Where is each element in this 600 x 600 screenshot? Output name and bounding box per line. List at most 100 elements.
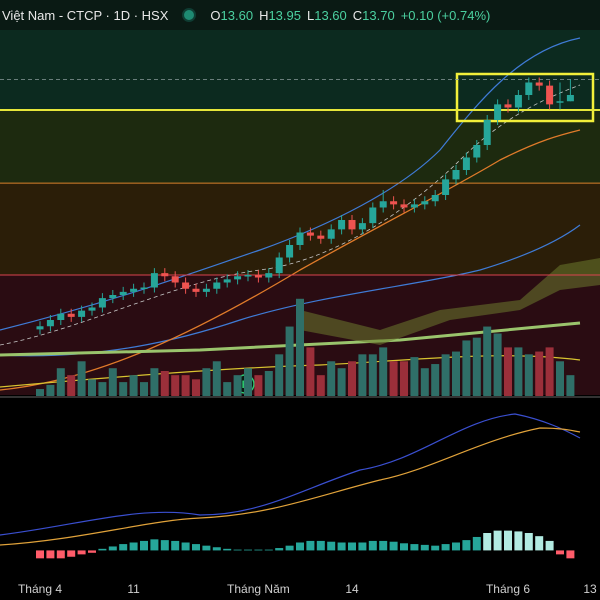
ma-line (0, 129, 581, 391)
candle-body (109, 295, 117, 299)
volume-bar (296, 298, 304, 396)
macd-bar (244, 549, 252, 551)
candle-body (431, 195, 439, 202)
change: +0.10 (+0.74%) (400, 7, 491, 23)
macd-bar (410, 544, 419, 551)
volume-bar (400, 361, 408, 396)
candle-body (182, 282, 190, 289)
signal-line (0, 427, 581, 546)
macd-bar (202, 545, 211, 551)
macd-bar (223, 548, 232, 551)
symbol: Việt Nam - CTCP · 1D · HSX (2, 7, 169, 23)
highlight-box (455, 72, 595, 123)
volume-bar (223, 382, 232, 396)
volume-bar (472, 337, 481, 396)
volume-bar (140, 382, 148, 396)
macd-bar (264, 549, 273, 551)
candle-body (296, 232, 304, 245)
candle-body (67, 313, 75, 317)
volume-bar (285, 326, 294, 396)
volume-bar (514, 347, 523, 396)
macd-bar (493, 530, 502, 551)
o-label: O (210, 7, 221, 23)
macd-bar (56, 550, 65, 559)
volume-bar (379, 347, 388, 396)
o-value: 13.60 (220, 7, 254, 23)
candle-body (234, 276, 242, 280)
h-label: H (259, 7, 269, 23)
macd-bar (98, 548, 107, 551)
candle-body (369, 207, 377, 224)
macd-bar (275, 548, 284, 551)
candle-body (223, 279, 231, 283)
macd-bar (472, 536, 481, 551)
volume-bar (160, 371, 169, 396)
volume-bar (441, 354, 450, 396)
volume-bar (524, 354, 533, 396)
candle-body (78, 310, 86, 317)
x-tick-label: Tháng 6 (486, 582, 530, 596)
volume-bar (181, 375, 190, 396)
volume-bar (36, 389, 44, 396)
candle-body (244, 275, 252, 277)
candle-body (161, 273, 169, 277)
candle-body (358, 223, 366, 230)
macd-bar (379, 540, 388, 551)
status-dot (182, 8, 197, 22)
volume-bar (452, 351, 460, 396)
macd-bar (181, 542, 190, 551)
candle-body (213, 282, 221, 289)
macd-bar (368, 540, 377, 551)
candle-body (286, 245, 294, 258)
candle-body (566, 95, 574, 102)
macd-bar (160, 540, 169, 551)
candle-body (494, 104, 502, 120)
band-mid (0, 84, 581, 346)
volume-bar (108, 368, 117, 396)
volume-bar (410, 357, 419, 396)
volume-bar (254, 375, 263, 396)
volume-bar (306, 347, 315, 396)
c-value: 13.70 (362, 7, 395, 23)
l-label: L (307, 7, 315, 23)
volume-bar (275, 354, 284, 396)
macd-bar (140, 540, 148, 551)
macd-bar (296, 542, 304, 551)
macd-bar (420, 544, 429, 551)
macd-bar (36, 550, 44, 559)
volume-bar (462, 340, 471, 396)
marks (0, 77, 600, 559)
candle-body (462, 157, 470, 170)
macd-bar (348, 542, 356, 551)
candle-body (546, 85, 554, 105)
volume-bar (212, 361, 221, 396)
volume-bar (420, 368, 429, 396)
candle-body (410, 204, 418, 208)
top-band (0, 0, 600, 30)
volume-bar (264, 371, 273, 396)
candle-body (535, 82, 543, 86)
macd-bar (306, 540, 315, 551)
volume-bar (129, 375, 138, 396)
macd-bar (504, 530, 512, 551)
volume-bar (46, 384, 55, 396)
candle-body (202, 288, 210, 292)
band (0, 30, 600, 110)
candle-body (150, 273, 158, 288)
legend: Việt Nam - CTCP · 1D · HSX O 13.60 H 13.95… (0, 4, 496, 26)
volume-bar (202, 368, 211, 396)
volume-bar (348, 361, 356, 396)
macd-bar (431, 545, 440, 551)
l-value: 13.60 (314, 7, 347, 23)
macd-bar (150, 539, 159, 551)
volume-bar (88, 379, 96, 396)
candle-body (338, 220, 346, 230)
macd-bar (119, 544, 128, 551)
candle-body (98, 298, 106, 308)
volume-bar (119, 382, 128, 396)
macd-bar (46, 550, 55, 559)
volume-bar (98, 382, 107, 396)
volume-bar (67, 375, 76, 396)
candle-body (119, 291, 127, 295)
